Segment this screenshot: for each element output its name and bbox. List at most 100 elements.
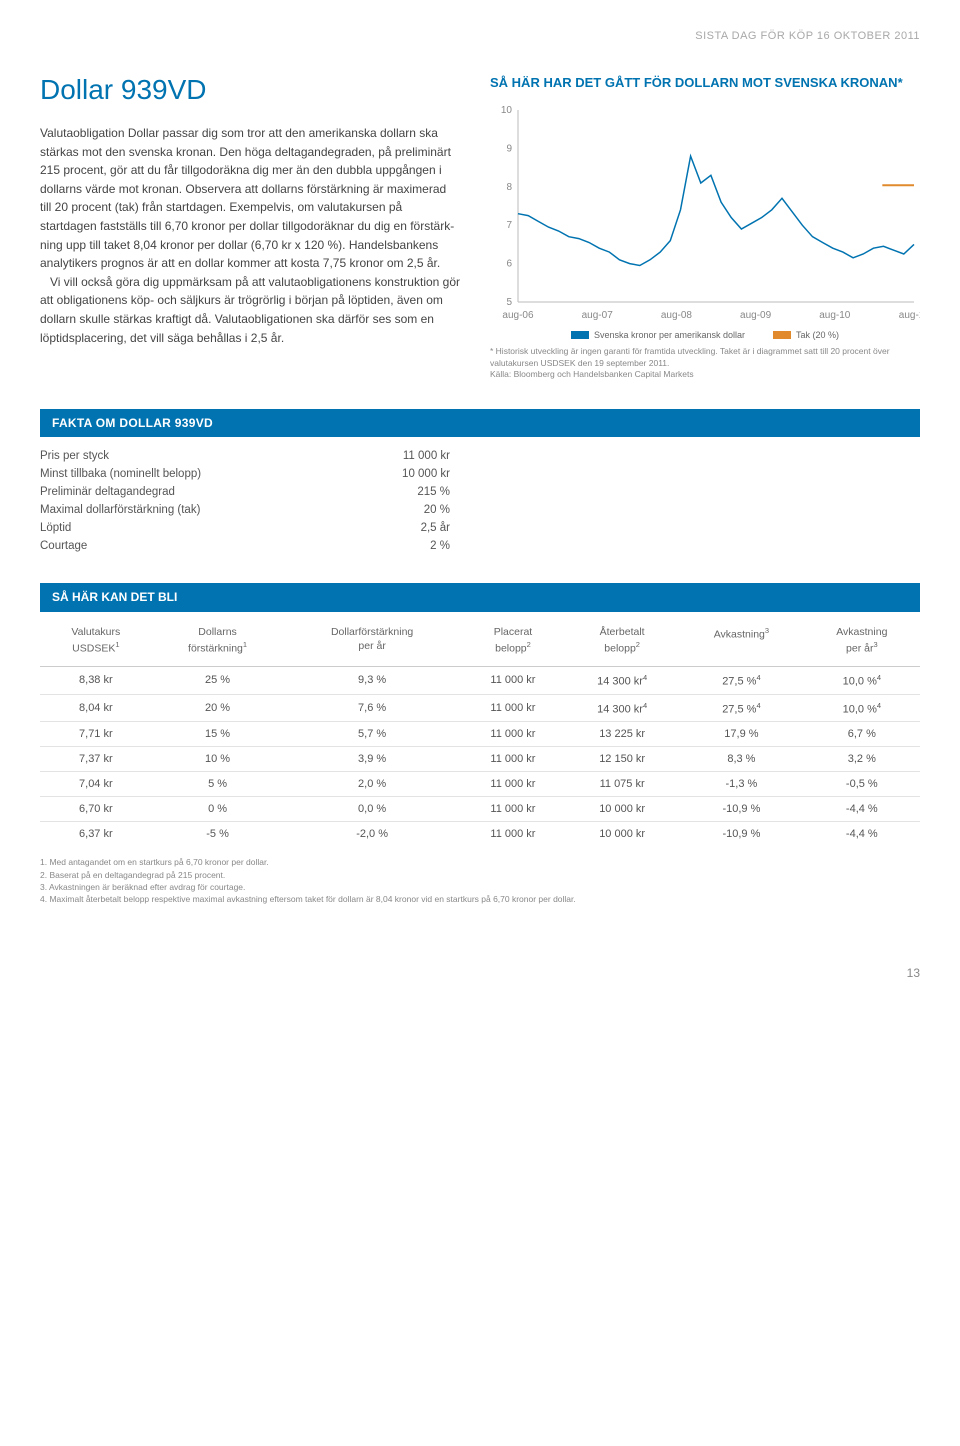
outcome-cell: 10 % (152, 747, 284, 772)
line-chart: 5678910aug-06aug-07aug-08aug-09aug-10aug… (490, 104, 920, 380)
outcome-cell: -4,4 % (804, 797, 920, 822)
outcome-cell: -1,3 % (679, 772, 804, 797)
outcome-cell: 13 225 kr (565, 722, 679, 747)
outcome-cell: 11 000 kr (461, 666, 565, 694)
fakta-table: Pris per styck11 000 krMinst tillbaka (n… (40, 447, 480, 555)
left-column: Dollar 939VD Valutaobligation Dollar pas… (40, 74, 460, 381)
outcome-cell: 11 000 kr (461, 822, 565, 847)
outcome-cell: -10,9 % (679, 797, 804, 822)
outcome-row: 6,37 kr-5 %-2,0 %11 000 kr10 000 kr-10,9… (40, 822, 920, 847)
svg-text:5: 5 (506, 297, 512, 308)
outcome-cell: 27,5 %4 (679, 694, 804, 722)
outcome-cell: 11 000 kr (461, 797, 565, 822)
outcome-cell: 6,37 kr (40, 822, 152, 847)
outcome-cell: 11 000 kr (461, 694, 565, 722)
svg-text:aug-09: aug-09 (740, 310, 772, 321)
fakta-value: 11 000 kr (337, 447, 481, 465)
right-column: SÅ HÄR HAR DET GÅTT FÖR DOLLARN MOT SVEN… (490, 74, 920, 381)
outcome-cell: -5 % (152, 822, 284, 847)
outcome-cell: 7,04 kr (40, 772, 152, 797)
outcome-cell: 6,70 kr (40, 797, 152, 822)
outcome-col-header: Placeratbelopp2 (461, 620, 565, 666)
svg-text:7: 7 (506, 220, 512, 231)
fakta-label: Pris per styck (40, 447, 337, 465)
outcome-col-header: Avkastningper år3 (804, 620, 920, 666)
outcome-row: 8,04 kr20 %7,6 %11 000 kr14 300 kr427,5 … (40, 694, 920, 722)
chart-title: SÅ HÄR HAR DET GÅTT FÖR DOLLARN MOT SVEN… (490, 74, 920, 92)
outcome-col-header: Avkastning3 (679, 620, 804, 666)
outcome-cell: 5 % (152, 772, 284, 797)
outcome-cell: 10 000 kr (565, 797, 679, 822)
outcome-cell: 11 000 kr (461, 722, 565, 747)
outcome-cell: 5,7 % (283, 722, 460, 747)
outcome-row: 7,37 kr10 %3,9 %11 000 kr12 150 kr8,3 %3… (40, 747, 920, 772)
outcome-col-header: Återbetaltbelopp2 (565, 620, 679, 666)
outcome-cell: 6,7 % (804, 722, 920, 747)
svg-text:10: 10 (501, 105, 513, 116)
page-title: Dollar 939VD (40, 74, 460, 106)
page-number: 13 (40, 966, 920, 980)
outcome-cell: 15 % (152, 722, 284, 747)
outcome-cell: 3,2 % (804, 747, 920, 772)
outcomes-table: SÅ HÄR KAN DET BLIValutakursUSDSEK1Dolla… (40, 583, 920, 847)
fakta-label: Löptid (40, 519, 337, 537)
outcome-cell: 11 075 kr (565, 772, 679, 797)
svg-text:aug-07: aug-07 (582, 310, 614, 321)
outcome-cell: 7,6 % (283, 694, 460, 722)
outcome-row: 6,70 kr0 %0,0 %11 000 kr10 000 kr-10,9 %… (40, 797, 920, 822)
svg-text:aug-08: aug-08 (661, 310, 693, 321)
fakta-label: Maximal dollarförstärkning (tak) (40, 501, 337, 519)
outcomes-header: SÅ HÄR KAN DET BLI (40, 583, 920, 613)
legend-label: Svenska kronor per amerikansk dollar (594, 330, 745, 340)
outcome-col-header: ValutakursUSDSEK1 (40, 620, 152, 666)
legend-item: Tak (20 %) (773, 330, 839, 340)
fakta-label: Courtage (40, 537, 337, 555)
outcome-cell: 10 000 kr (565, 822, 679, 847)
outcome-cell: 25 % (152, 666, 284, 694)
fakta-value: 215 % (337, 483, 481, 501)
outcome-cell: 10,0 %4 (804, 694, 920, 722)
outcome-col-header: Dollarnsförstärkning1 (152, 620, 284, 666)
outcome-cell: 12 150 kr (565, 747, 679, 772)
outcome-cell: 0 % (152, 797, 284, 822)
outcome-cell: 27,5 %4 (679, 666, 804, 694)
outcomes-section: SÅ HÄR KAN DET BLIValutakursUSDSEK1Dolla… (40, 583, 920, 906)
fakta-row: Maximal dollarförstärkning (tak)20 % (40, 501, 480, 519)
outcome-cell: -2,0 % (283, 822, 460, 847)
outcome-row: 7,71 kr15 %5,7 %11 000 kr13 225 kr17,9 %… (40, 722, 920, 747)
outcome-row: 7,04 kr5 %2,0 %11 000 kr11 075 kr-1,3 %-… (40, 772, 920, 797)
outcome-cell: -10,9 % (679, 822, 804, 847)
fakta-header: FAKTA OM DOLLAR 939VD (40, 409, 920, 437)
outcome-cell: 3,9 % (283, 747, 460, 772)
outcome-cell: 11 000 kr (461, 772, 565, 797)
outcome-cell: 2,0 % (283, 772, 460, 797)
fakta-row: Pris per styck11 000 kr (40, 447, 480, 465)
svg-text:9: 9 (506, 144, 512, 155)
fakta-row: Minst tillbaka (nominellt belopp)10 000 … (40, 465, 480, 483)
outcome-cell: -4,4 % (804, 822, 920, 847)
fakta-row: Löptid2,5 år (40, 519, 480, 537)
outcome-cell: 8,38 kr (40, 666, 152, 694)
outcome-cell: 20 % (152, 694, 284, 722)
fakta-value: 10 000 kr (337, 465, 481, 483)
svg-text:6: 6 (506, 259, 512, 270)
outcome-col-header: Dollarförstärkningper år (283, 620, 460, 666)
outcome-cell: 7,71 kr (40, 722, 152, 747)
intro-paragraph: Valutaobligation Dollar passar dig som t… (40, 124, 460, 347)
chart-footnote: * Historisk utveckling är ingen garanti … (490, 346, 920, 380)
svg-text:aug-11: aug-11 (899, 310, 920, 321)
fakta-value: 2,5 år (337, 519, 481, 537)
outcome-cell: 14 300 kr4 (565, 694, 679, 722)
fakta-label: Minst tillbaka (nominellt belopp) (40, 465, 337, 483)
svg-text:aug-06: aug-06 (502, 310, 534, 321)
outcome-cell: 17,9 % (679, 722, 804, 747)
fakta-value: 2 % (337, 537, 481, 555)
outcome-cell: 0,0 % (283, 797, 460, 822)
outcome-cell: -0,5 % (804, 772, 920, 797)
top-date-line: SISTA DAG FÖR KÖP 16 OKTOBER 2011 (40, 30, 920, 42)
outcome-cell: 14 300 kr4 (565, 666, 679, 694)
outcome-cell: 8,04 kr (40, 694, 152, 722)
svg-text:aug-10: aug-10 (819, 310, 851, 321)
legend-label: Tak (20 %) (796, 330, 839, 340)
outcome-cell: 10,0 %4 (804, 666, 920, 694)
